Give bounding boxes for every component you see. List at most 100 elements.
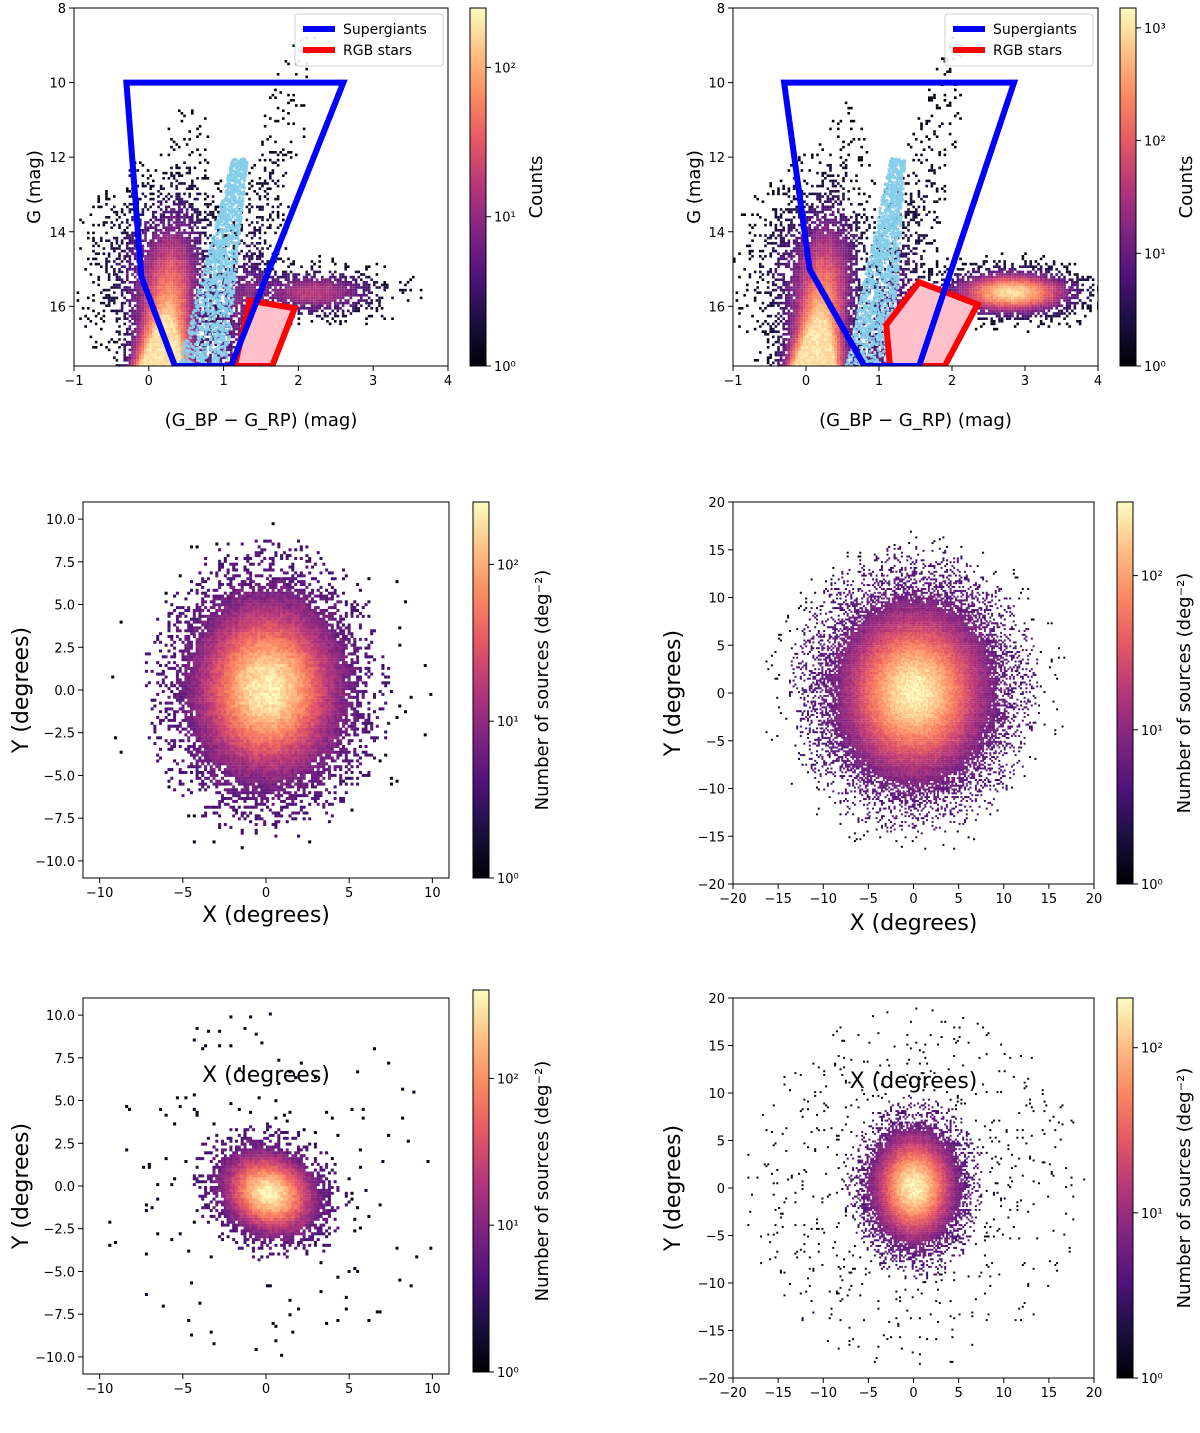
supergiant-star bbox=[187, 354, 191, 357]
density-cell bbox=[289, 140, 293, 144]
density-cell bbox=[191, 338, 194, 341]
density-cell bbox=[375, 262, 379, 266]
density-cell bbox=[165, 320, 168, 323]
density-cell bbox=[165, 312, 168, 315]
density-cell bbox=[178, 320, 181, 323]
density-cell bbox=[167, 304, 171, 307]
density-cell bbox=[274, 140, 277, 144]
density-cell bbox=[191, 249, 194, 253]
density-cell bbox=[240, 301, 243, 305]
density-cell bbox=[133, 242, 137, 245]
density-cell bbox=[326, 291, 329, 294]
density-cell bbox=[235, 301, 238, 305]
density-cell bbox=[120, 249, 124, 253]
supergiant-star bbox=[202, 283, 206, 287]
density-cell bbox=[123, 348, 126, 352]
supergiant-star bbox=[190, 330, 193, 334]
density-cell bbox=[188, 247, 191, 250]
density-cell bbox=[141, 359, 145, 362]
supergiant-star bbox=[209, 345, 212, 349]
density-cell bbox=[209, 286, 212, 289]
density-cell bbox=[183, 314, 186, 318]
supergiant-star bbox=[231, 177, 234, 180]
density-cell bbox=[193, 247, 197, 250]
density-cell bbox=[204, 242, 207, 245]
density-cell bbox=[323, 299, 327, 302]
density-cell bbox=[167, 281, 171, 284]
density-cell bbox=[141, 301, 145, 305]
density-cell bbox=[172, 229, 176, 232]
density-cell bbox=[323, 301, 327, 305]
density-cell bbox=[297, 286, 301, 289]
density-cell bbox=[128, 320, 132, 323]
density-cell bbox=[141, 255, 145, 258]
density-cell bbox=[274, 88, 277, 92]
density-cell bbox=[107, 252, 111, 255]
density-cell bbox=[126, 286, 129, 289]
supergiant-star bbox=[221, 256, 225, 260]
density-cell bbox=[232, 320, 236, 323]
density-cell bbox=[180, 348, 184, 352]
supergiant-star bbox=[234, 184, 237, 188]
density-cell bbox=[367, 304, 371, 307]
density-cell bbox=[263, 158, 267, 162]
density-cell bbox=[175, 231, 178, 235]
density-cell bbox=[243, 275, 246, 279]
density-cell bbox=[144, 322, 147, 326]
density-cell bbox=[105, 262, 108, 266]
density-cell bbox=[159, 281, 163, 284]
supergiant-star bbox=[227, 315, 231, 318]
density-cell bbox=[193, 283, 197, 287]
density-cell bbox=[753, 234, 757, 237]
density-cell bbox=[258, 268, 262, 271]
density-cell bbox=[211, 291, 215, 294]
density-cell bbox=[100, 317, 103, 320]
density-cell bbox=[769, 314, 772, 318]
density-cell bbox=[282, 288, 285, 292]
density-cell bbox=[167, 218, 171, 222]
density-cell bbox=[139, 330, 142, 333]
density-cell bbox=[152, 262, 155, 266]
supergiant-star bbox=[191, 332, 194, 335]
density-cell bbox=[243, 278, 246, 281]
density-cell bbox=[365, 275, 368, 279]
density-cell bbox=[188, 171, 191, 175]
density-cell bbox=[352, 283, 355, 287]
density-cell bbox=[276, 216, 280, 219]
density-cell bbox=[131, 249, 134, 253]
density-cell bbox=[761, 257, 765, 261]
density-cell bbox=[261, 252, 264, 255]
density-cell bbox=[180, 333, 184, 336]
density-cell bbox=[136, 348, 139, 352]
density-cell bbox=[256, 205, 259, 209]
density-cell bbox=[120, 309, 124, 313]
density-cell bbox=[113, 299, 116, 302]
density-cell bbox=[175, 299, 178, 302]
density-cell bbox=[170, 247, 173, 250]
density-cell bbox=[128, 333, 132, 336]
density-cell bbox=[201, 286, 204, 289]
density-cell bbox=[271, 171, 275, 175]
density-cell bbox=[774, 213, 778, 216]
density-cell bbox=[172, 304, 176, 307]
supergiant-star bbox=[197, 336, 201, 340]
density-cell bbox=[183, 273, 186, 276]
density-cell bbox=[282, 273, 285, 276]
density-cell bbox=[136, 333, 139, 336]
density-cell bbox=[188, 153, 191, 157]
supergiant-star bbox=[232, 234, 236, 237]
density-cell bbox=[766, 192, 770, 196]
density-cell bbox=[120, 294, 124, 297]
density-cell bbox=[253, 226, 256, 229]
density-cell bbox=[292, 299, 295, 302]
density-cell bbox=[321, 304, 324, 307]
density-cell bbox=[284, 288, 288, 292]
density-cell bbox=[162, 353, 165, 357]
density-cell bbox=[240, 283, 243, 287]
density-cell bbox=[159, 229, 163, 232]
density-cell bbox=[258, 195, 262, 198]
density-cell bbox=[183, 231, 186, 235]
density-cell bbox=[126, 275, 129, 279]
density-cell bbox=[289, 299, 293, 302]
density-cell bbox=[84, 268, 87, 271]
